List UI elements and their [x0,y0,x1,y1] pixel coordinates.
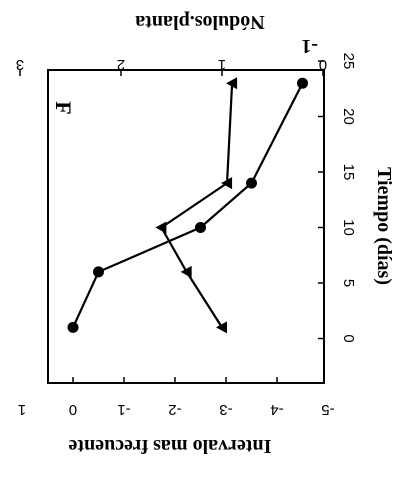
triangle-point [216,321,227,334]
plot-frame [47,69,325,384]
y-left-tick-label: -5 [321,401,334,418]
y-left-tick-label: 0 [69,401,77,418]
circle-point [67,321,79,333]
y-right-axis-title: Nódulos.planta [135,11,265,33]
y-left-tick-label: -3 [219,401,232,418]
y-right-axis-superscript: -1 [301,35,318,57]
y-right-tick-label: 2 [117,56,125,73]
y-right-tick-label: 0 [319,56,327,73]
y-right-tick-label: 3 [16,56,24,73]
x-tick-label: 5 [340,279,357,287]
circle-point [93,266,104,278]
x-tick-label: 0 [340,334,357,342]
triangle-point [180,265,192,278]
y-left-tick-label: -4 [270,401,283,418]
series-circle-line [72,82,304,328]
y-left-axis-title: Intervalo mas frecuente [68,435,271,457]
panel-label: F [51,101,76,114]
circle-point [297,77,308,89]
y-left-tick-label: 1 [18,401,26,418]
x-tick-label: 15 [340,164,357,181]
triangle-point [226,77,238,90]
circle-point [246,177,257,189]
triangle-point [221,177,233,190]
series-layer [67,77,308,334]
series-triangle-line [160,83,234,328]
x-tick-label: 10 [340,219,357,236]
circle-point [195,222,206,233]
y-right-tick-label: 1 [218,56,226,73]
y-left-tick-label: -2 [168,401,181,418]
triangle-point [155,221,167,234]
y-right-axis-title-group: Nódulos.planta -1 [135,11,318,57]
y-left-tick-label: -1 [117,401,130,418]
x-axis-title: Tiempo (días) [373,167,395,285]
x-tick-label: 20 [340,108,357,125]
x-tick-label: 25 [340,53,357,70]
